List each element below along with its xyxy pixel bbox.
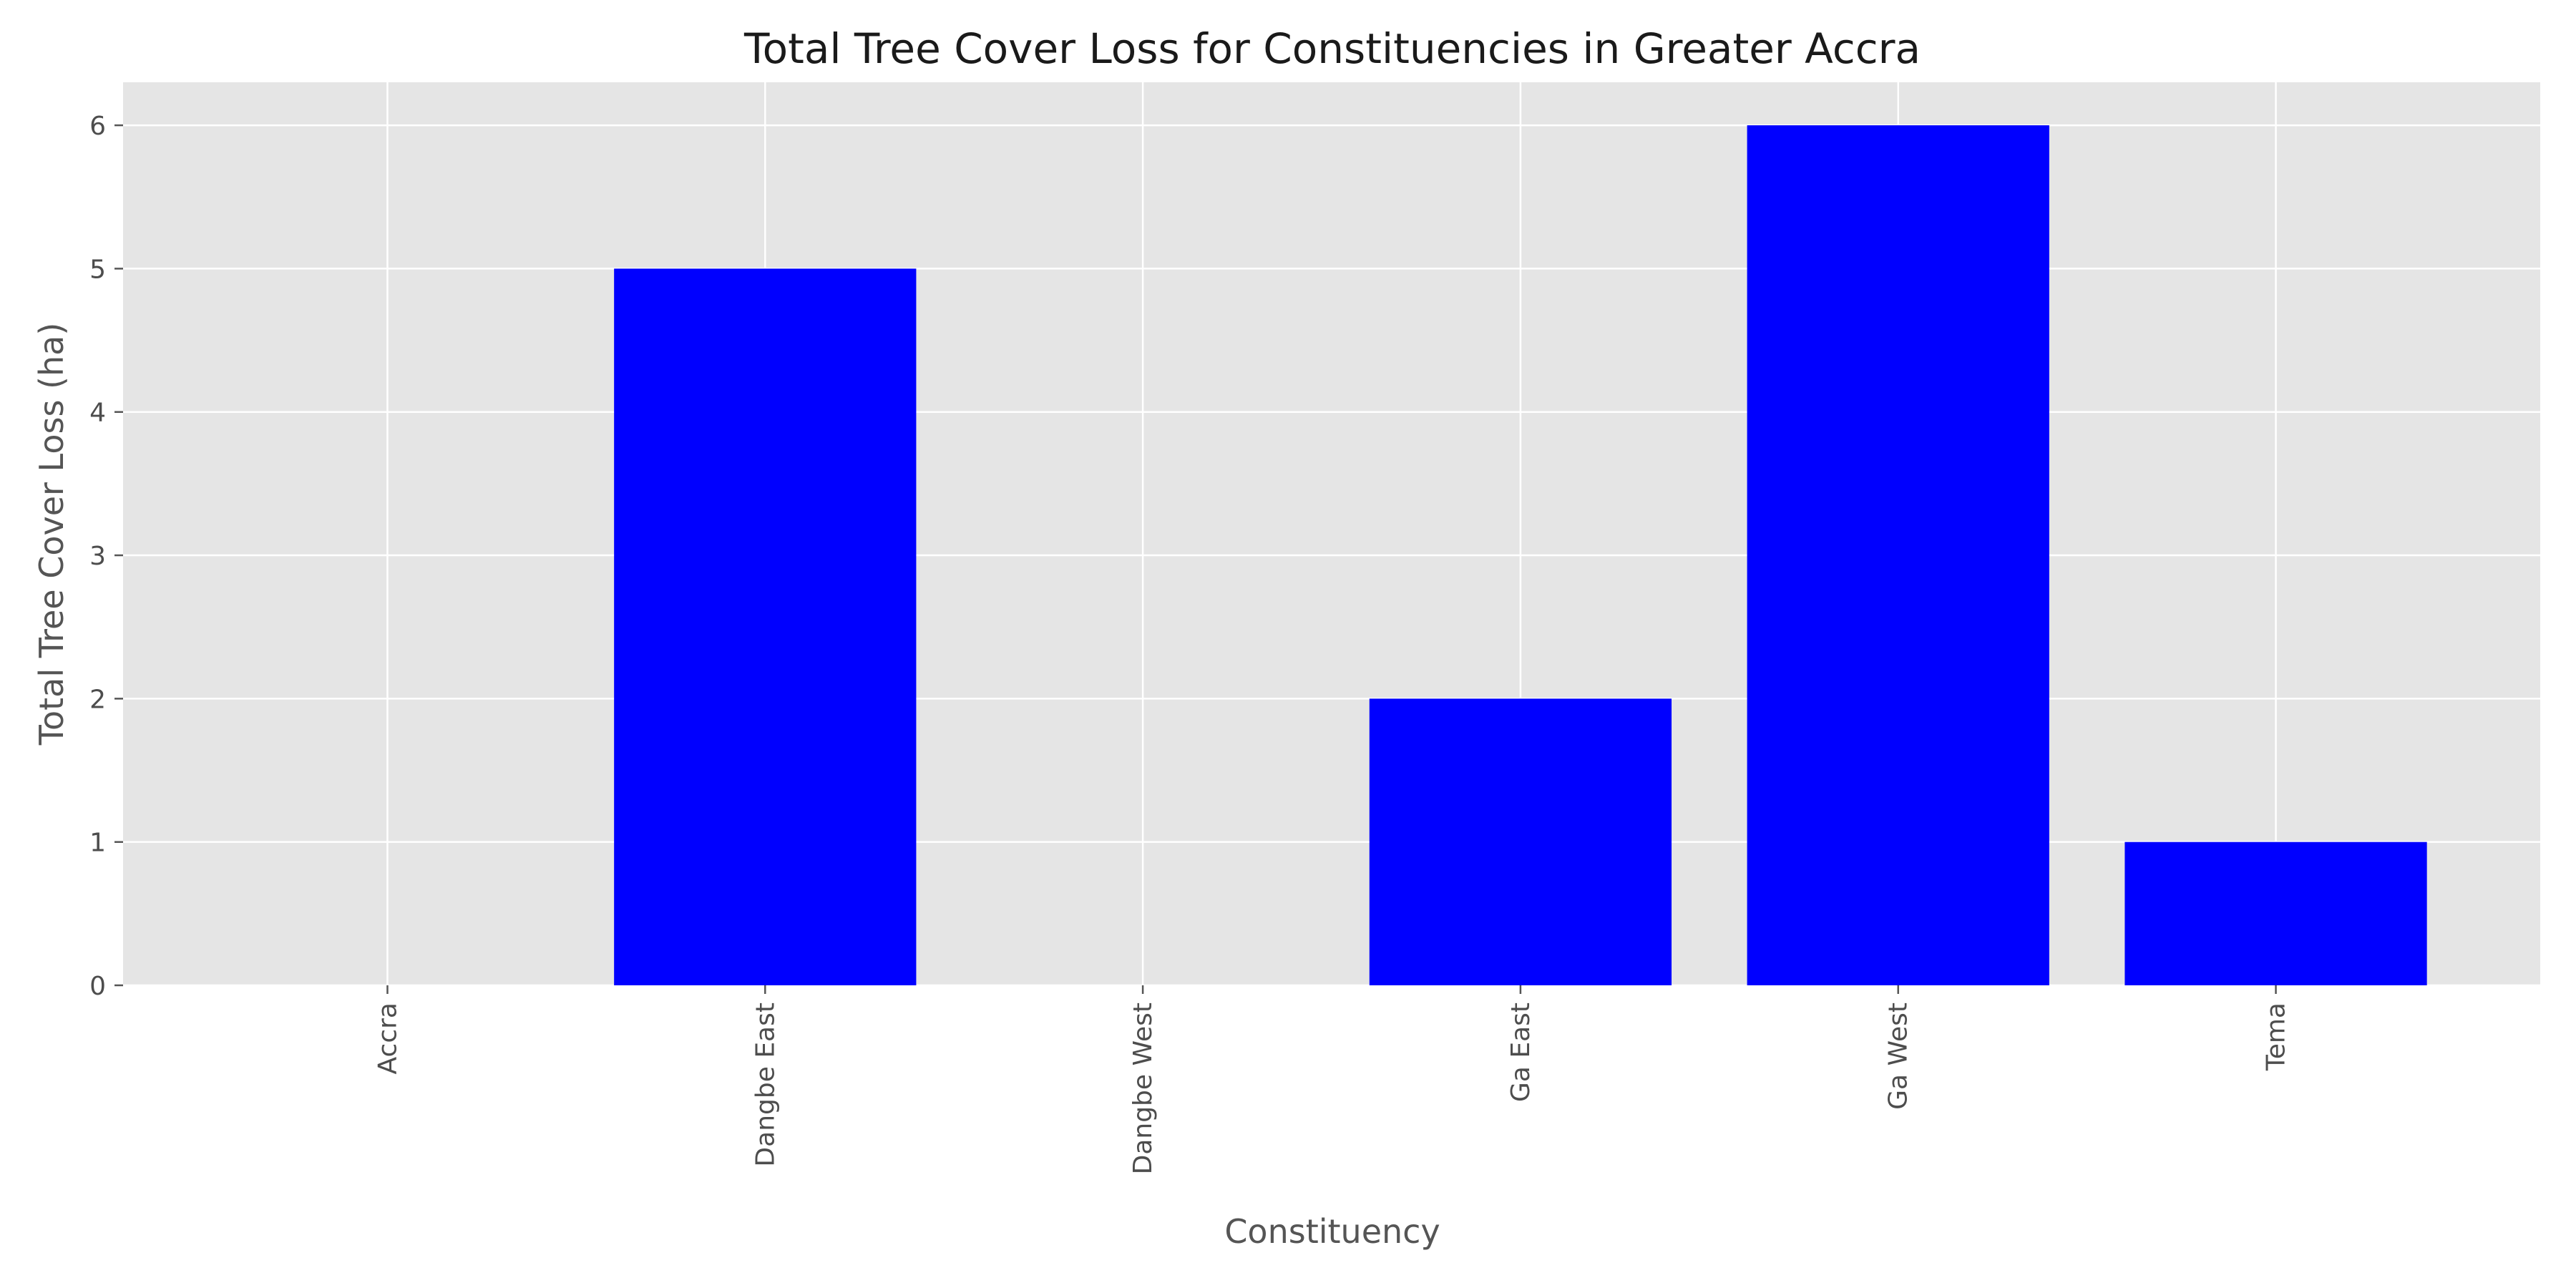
bars [614,125,2427,986]
bar-ga-east [1369,698,1672,985]
x-tick-label: Dangbe East [751,1002,780,1167]
y-tick-label: 0 [89,972,106,1001]
bar-dangbe-east [614,268,917,985]
y-tick-label: 2 [89,685,106,714]
y-tick-label: 3 [89,542,106,571]
x-axis-title: Constituency [1224,1212,1440,1251]
y-tick-label: 4 [89,399,106,428]
x-tick-label: Ga East [1506,1002,1536,1102]
x-axis-ticks: Accra Dangbe East Dangbe West Ga East Ga Wes… [373,985,2291,1174]
bar-tema [2124,841,2427,985]
y-axis-ticks: 0 1 2 3 4 5 6 [89,112,123,1001]
x-tick-label: Ga West [1884,1002,1913,1110]
plot-area [123,82,2540,985]
x-tick-label: Tema [2262,1002,2291,1071]
bar-ga-west [1747,125,2049,986]
y-tick-label: 6 [89,112,106,141]
x-tick-label: Dangbe West [1128,1002,1158,1174]
y-axis-title: Total Tree Cover Loss (ha) [32,323,71,746]
y-tick-label: 5 [89,255,106,284]
chart-title: Total Tree Cover Loss for Constituencies… [743,24,1921,73]
x-tick-label: Accra [373,1002,402,1074]
y-tick-label: 1 [89,829,106,858]
